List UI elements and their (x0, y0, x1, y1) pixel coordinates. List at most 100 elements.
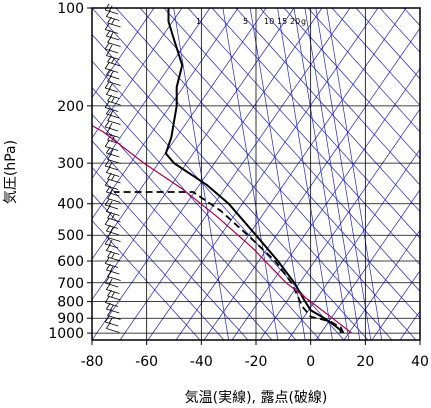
wind-barb (104, 296, 119, 307)
isotherm-line (92, 8, 267, 260)
wind-barb (106, 224, 120, 236)
temperature-line (164, 8, 342, 334)
wind-barb (104, 315, 119, 327)
wind-barb (107, 36, 121, 47)
mixing-ratio-label: 20 (290, 17, 300, 26)
wind-barb (104, 42, 119, 54)
wind-barb (106, 185, 120, 197)
y-tick-label: 500 (57, 228, 84, 244)
wind-barb (106, 322, 120, 333)
adiabat-line (115, 8, 417, 340)
wind-barb (107, 270, 121, 281)
y-tick-label: 900 (57, 311, 84, 327)
wind-barb (104, 81, 119, 93)
x-tick-label: -80 (81, 354, 104, 370)
adiabat-line (259, 8, 420, 186)
wind-barb (107, 172, 121, 184)
mixing-ratio-line (249, 8, 306, 340)
y-tick-label: 300 (57, 156, 84, 172)
y-tick-label: 600 (57, 254, 84, 270)
wind-barb (106, 166, 120, 177)
wind-barb (106, 302, 120, 314)
isotherm-line (92, 8, 211, 179)
y-axis-label: 気圧(hPa) (3, 140, 19, 204)
isotherm-line (399, 310, 420, 340)
mixing-ratio-line (293, 8, 350, 340)
wind-barb (106, 127, 120, 138)
adiabat-line (92, 166, 249, 340)
mixing-ratio-label: g (301, 17, 306, 26)
wind-barb (104, 276, 119, 288)
wind-barb (107, 153, 121, 164)
mixing-ratio-line (304, 8, 361, 340)
wind-barb (107, 211, 121, 223)
isotherm-line (175, 8, 407, 340)
adiabat-line (92, 34, 369, 340)
wind-barb (106, 263, 120, 275)
x-axis-label: 気温(実線), 露点(破線) (185, 390, 328, 406)
isotherm-line (287, 148, 420, 340)
isotherm-line (92, 8, 183, 139)
x-tick-label: -60 (135, 354, 158, 370)
mixing-ratio-line (222, 8, 279, 340)
mixing-ratio-label: 15 (277, 17, 287, 26)
wind-barb (107, 192, 121, 203)
profile-series (92, 8, 353, 334)
isotherm-line (119, 8, 351, 340)
y-tick-label: 700 (57, 276, 84, 292)
background-lines (92, 8, 420, 340)
wind-barb (104, 23, 119, 34)
adiabat-line (139, 8, 420, 319)
wind-barb (106, 29, 120, 41)
wind-barb (104, 101, 119, 112)
wind-barb (107, 75, 121, 86)
wind-barb (106, 205, 120, 216)
wind-barb (104, 120, 119, 132)
wind-barb (106, 107, 120, 119)
mixing-ratio-label: 1 (196, 17, 201, 26)
wind-barb (104, 3, 119, 15)
y-tick-label: 200 (57, 99, 84, 115)
wind-barb (107, 289, 121, 301)
isotherm-line (371, 270, 420, 340)
wind-barb (106, 146, 120, 158)
adiabat-line (331, 8, 420, 106)
wind-barb (104, 198, 119, 210)
isotherm-line (92, 8, 155, 99)
wind-barb (106, 10, 120, 21)
wind-barb (104, 257, 119, 268)
adiabat-line (92, 113, 297, 340)
isotherm-line (203, 27, 420, 340)
wind-barb (107, 55, 121, 67)
wind-barbs (104, 3, 121, 333)
wind-barb (107, 250, 121, 262)
isotherm-line (343, 229, 420, 340)
adiabat-line (283, 8, 420, 160)
adiabat-line (92, 60, 345, 340)
wind-barb (106, 88, 120, 99)
x-tick-label: 40 (411, 354, 429, 370)
wind-barb (104, 140, 119, 151)
dewpoint-line (113, 191, 345, 334)
isotherm-line (92, 8, 323, 340)
wind-barb (107, 309, 121, 320)
mixing-ratio-labels: 1 5 10 15 20 g (196, 17, 306, 26)
adiabat-line (163, 8, 420, 292)
wind-barb (107, 16, 121, 28)
adiabat-line (307, 8, 420, 133)
mixing-ratio-line (277, 8, 333, 340)
wind-barb (104, 237, 119, 249)
wind-barb (104, 179, 119, 190)
adiabat-line (92, 87, 321, 340)
wind-barb (106, 49, 120, 60)
isotherm-line (315, 189, 420, 340)
isotherm-line (92, 8, 239, 220)
adiabat-line (355, 8, 420, 80)
reference-curve (92, 125, 353, 334)
mixing-ratio-label: 5 (243, 17, 248, 26)
wind-barb (106, 283, 120, 294)
y-tick-label: 1000 (48, 326, 84, 342)
x-tick-label: 20 (356, 354, 374, 370)
